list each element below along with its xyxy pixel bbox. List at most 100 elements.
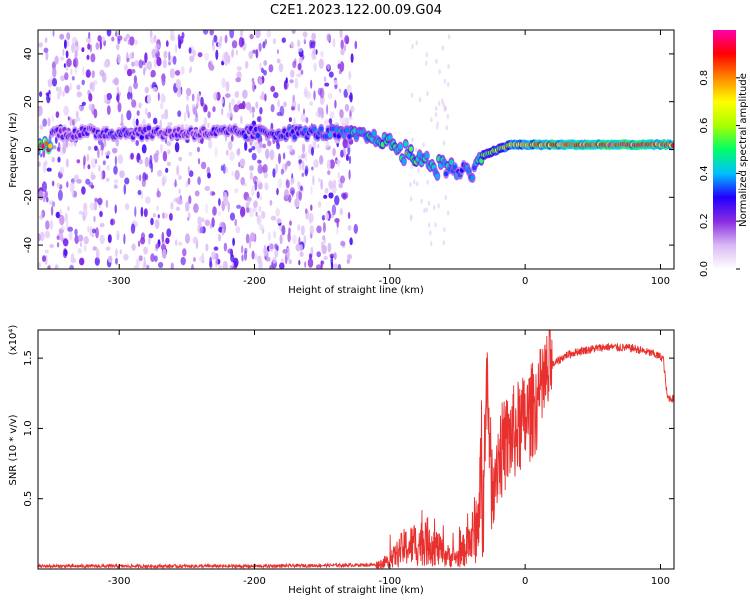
spectrogram-cell <box>76 91 83 98</box>
spectrogram-cell <box>56 182 60 188</box>
spectrogram-cell <box>339 109 344 119</box>
spectrogram-cell <box>445 125 448 131</box>
spectrogram-cell <box>133 39 138 45</box>
spectrogram-cell <box>290 177 293 186</box>
spectrogram-cell <box>166 140 172 147</box>
spectrogram-cell <box>188 195 192 205</box>
spectrogram-cell <box>270 215 277 221</box>
spectrogram-cell <box>324 187 329 194</box>
spectrogram-cell <box>272 38 277 45</box>
spectrogram-cell <box>278 63 284 73</box>
spectrogram-cell <box>224 34 228 44</box>
spectrogram-cell <box>91 158 97 169</box>
spectrogram-cell <box>178 40 182 49</box>
spectrogram-cell <box>174 44 178 53</box>
spectrogram-cell <box>310 79 313 89</box>
spectrogram-cell <box>212 106 216 113</box>
spectrogram-cell <box>433 205 436 210</box>
spectrogram-cell <box>207 122 210 129</box>
spectrogram-cell <box>62 48 65 57</box>
spectrogram-cell <box>425 60 428 66</box>
spectrogram-cell <box>94 197 98 203</box>
spectrogram-cell <box>180 256 186 266</box>
spectrogram-cell <box>349 92 353 103</box>
spectrogram-cell <box>318 177 321 183</box>
spectrogram-cell <box>348 169 351 180</box>
spectrogram-cell <box>410 196 413 202</box>
spectrogram-cell <box>288 227 291 234</box>
spectrogram-cell <box>335 228 339 235</box>
spectrogram-cell <box>218 198 221 207</box>
spectrogram-cell <box>99 40 103 50</box>
spectrogram-cell <box>259 141 262 149</box>
spectrogram-cell <box>141 178 146 188</box>
spectrogram-cell <box>54 264 59 269</box>
spectrogram-cell <box>64 212 68 223</box>
spectrogram-cell <box>133 220 137 226</box>
spectrogram-cell <box>279 262 285 269</box>
spectrogram-cell <box>304 261 307 268</box>
spectrogram-cell <box>411 137 414 143</box>
spectrogram-cell <box>229 212 236 221</box>
spectrogram-cell <box>298 190 303 201</box>
spectrogram-cell <box>261 143 267 149</box>
spectrogram-cell <box>102 160 106 166</box>
spectrogram-cell <box>340 48 345 56</box>
spectrogram-cell <box>146 60 152 71</box>
spectrogram-cell <box>175 79 181 89</box>
spectrogram-cell <box>74 228 78 236</box>
spectrogram-cell <box>326 104 329 115</box>
spectrogram-cell <box>239 30 244 38</box>
spectrogram-cell <box>113 165 118 175</box>
spectrogram-cell <box>78 104 81 111</box>
spectrogram-cell <box>160 143 163 153</box>
spectrogram-cell <box>83 209 88 217</box>
spectrogram-cell <box>416 181 419 187</box>
spectrogram-cell <box>275 163 278 174</box>
spectrogram-cell <box>94 145 98 151</box>
spectrogram-cell <box>243 250 248 261</box>
spectrogram-cell <box>243 133 248 140</box>
spectrogram-cell <box>227 248 233 254</box>
spectrogram-cell <box>194 117 199 123</box>
spectrogram-cell <box>77 248 83 254</box>
spectrogram-cell <box>64 85 70 94</box>
spectrogram-cell <box>209 256 213 268</box>
spectrogram-cell <box>241 245 244 254</box>
spectrogram-cell <box>108 255 113 263</box>
spectrogram-cell <box>94 257 100 266</box>
snr-x-tick-label: -100 <box>378 576 401 587</box>
spectrogram-cell <box>115 257 118 265</box>
spectrogram-cell <box>196 146 201 153</box>
spectrogram-cell <box>317 143 320 149</box>
spectrogram-cell <box>452 164 458 170</box>
spectrogram-cell <box>315 111 319 117</box>
spectrogram-cell <box>289 187 296 195</box>
spectrogram-cell <box>277 178 283 189</box>
spectrogram-cell <box>106 92 112 101</box>
spectrogram-cell <box>66 32 71 40</box>
spectrogram-cell <box>131 99 137 108</box>
spectrogram-cell <box>279 234 283 245</box>
spectrogram-cell <box>89 82 93 90</box>
spectrogram-cell <box>208 138 213 150</box>
spectrogram-cell <box>201 217 205 223</box>
spectrogram-cell <box>252 81 256 93</box>
spectrogram-cell <box>117 154 124 165</box>
spectrogram-cell <box>81 47 85 53</box>
spectrogram-cell <box>253 200 258 208</box>
spectrogram-cell <box>327 170 331 176</box>
spectrogram-cell <box>47 117 51 127</box>
spectrogram-cell <box>277 99 280 108</box>
spectrogram-cell <box>255 30 261 39</box>
spectrogram-cell <box>212 44 216 52</box>
spectrogram-cell <box>354 40 358 50</box>
spectrogram-y-tick-label: -20 <box>23 189 34 205</box>
spectrogram-cell <box>39 124 44 130</box>
spectrogram-cell <box>303 108 305 115</box>
spectrogram-cell <box>259 196 263 201</box>
spectrogram-cell <box>51 114 54 123</box>
spectrogram-cell <box>213 91 218 101</box>
spectrogram-cell <box>234 218 237 227</box>
spectrogram-cell <box>38 233 41 242</box>
